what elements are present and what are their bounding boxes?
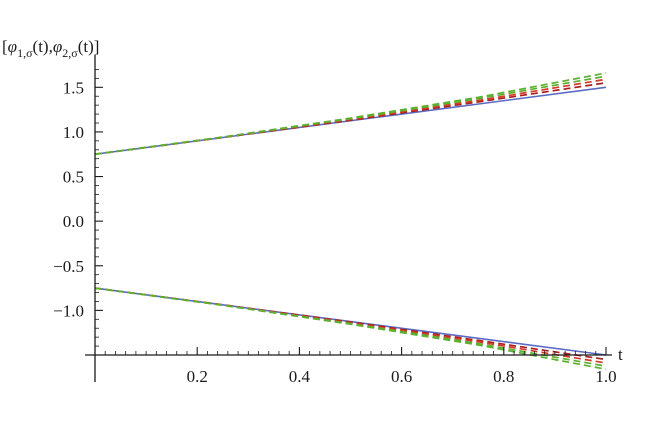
approximation-dashed-line	[94, 72, 607, 156]
approximation-dashed-line	[94, 81, 607, 156]
y-tick-label: 0.0	[63, 212, 84, 231]
x-tick-label: 0.6	[391, 367, 412, 386]
axes-layer	[85, 55, 612, 382]
y-tick-label: −1.0	[53, 301, 84, 320]
y-title-close: (t)]	[78, 37, 100, 56]
approximation-dashed-line	[94, 287, 607, 371]
x-tick-label: 0.2	[187, 367, 208, 386]
ticks-layer: 0.2 0.4 0.6 0.8 1.0 1.5 1.0 0.5 0.0 −0.5 −1.0	[53, 69, 617, 386]
y-tick-label: 1.5	[63, 78, 84, 97]
y-tick-label: 0.5	[63, 168, 84, 187]
y-title-phi2: φ	[53, 37, 62, 56]
x-tick-label: 0.4	[289, 367, 311, 386]
x-tick-label: 0.8	[493, 367, 514, 386]
approximation-dashed-line	[94, 287, 607, 361]
y-title-mid: (t),	[33, 37, 53, 56]
y-title-sub2: 2,σ	[62, 46, 78, 60]
y-title-phi1: φ	[8, 37, 17, 56]
y-tick-label: −0.5	[53, 257, 84, 276]
y-axis-title: [φ1,σ(t),φ2,σ(t)]	[2, 37, 99, 60]
curves-layer	[94, 72, 607, 371]
y-tick-label: 1.0	[63, 123, 84, 142]
x-axis-title: t	[618, 345, 623, 364]
y-title-open: [	[2, 37, 8, 56]
y-title-sub1: 1,σ	[17, 46, 33, 60]
x-tick-label: 1.0	[595, 367, 616, 386]
approximation-dashed-line	[94, 78, 607, 156]
approximation-dashed-line	[94, 75, 607, 156]
